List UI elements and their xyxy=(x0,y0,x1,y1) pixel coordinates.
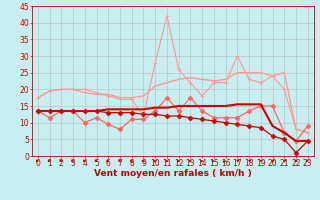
X-axis label: Vent moyen/en rafales ( km/h ): Vent moyen/en rafales ( km/h ) xyxy=(94,169,252,178)
